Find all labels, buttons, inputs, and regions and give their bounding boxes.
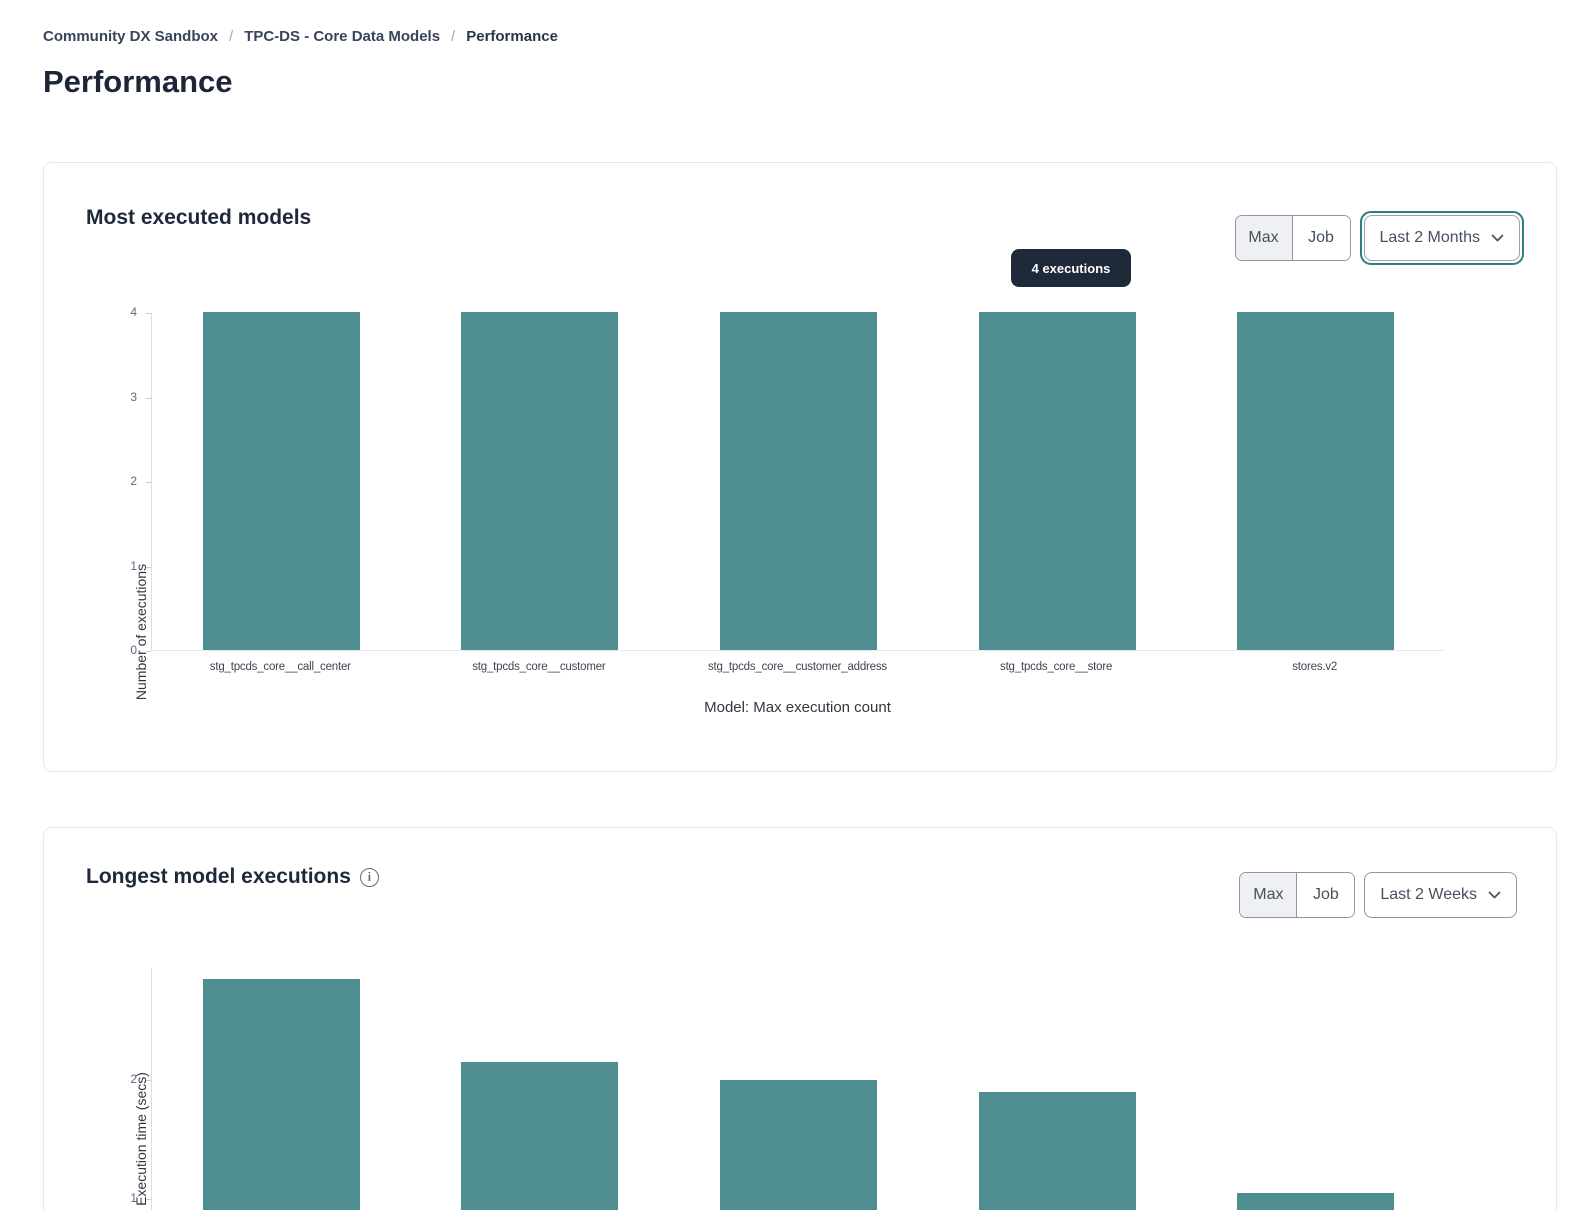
x-axis-category-labels: stg_tpcds_core__call_center stg_tpcds_cor… [151, 661, 1444, 681]
longest-model-executions-card: Longest model executions i Max Job Last … [43, 827, 1557, 1210]
job-toggle-button[interactable]: Job [1297, 873, 1355, 917]
chart-controls: Max Job Last 2 Weeks [1239, 872, 1517, 918]
y-tick-mark [146, 313, 151, 314]
timeframe-dropdown[interactable]: Last 2 Months [1363, 215, 1520, 261]
y-axis-ticks: 0 1 2 3 4 [106, 305, 151, 657]
bar-stg_tpcds_core__call_center[interactable] [202, 312, 360, 650]
card-title-most-executed-models: Most executed models [86, 206, 311, 230]
y-tick-mark [146, 482, 151, 483]
bar-item-5[interactable] [1237, 1193, 1395, 1210]
max-toggle-button[interactable]: Max [1235, 216, 1293, 260]
x-category-label: stores.v2 [1292, 661, 1338, 673]
job-toggle-button[interactable]: Job [1292, 216, 1350, 260]
chart-tooltip: 4 executions [1011, 249, 1131, 287]
y-tick-label-4: 4 [130, 305, 137, 319]
bar-chart-plot [151, 968, 1444, 1210]
chart-controls: Max Job Last 2 Months [1234, 211, 1524, 265]
bar-stg_tpcds_core__store[interactable] [978, 312, 1136, 650]
x-category-label: stg_tpcds_core__customer_address [707, 661, 887, 673]
aggregation-toggle: Max Job [1234, 215, 1351, 261]
timeframe-dropdown-label: Last 2 Months [1379, 229, 1481, 246]
timeframe-dropdown-focus-ring: Last 2 Months [1359, 211, 1524, 265]
timeframe-dropdown[interactable]: Last 2 Weeks [1364, 872, 1517, 918]
y-tick-label-2: 2 [130, 474, 137, 488]
bar-stg_tpcds_core__customer_address[interactable] [720, 312, 877, 650]
y-tick-mark [146, 397, 151, 399]
y-tick-label-2: 2 [130, 1072, 137, 1086]
card-title-text: Longest model executions [86, 865, 351, 888]
breadcrumb: Community DX Sandbox / TPC-DS - Core Data … [43, 28, 558, 45]
chevron-down-icon [1488, 891, 1501, 900]
y-tick-mark [146, 1199, 151, 1200]
bar-stg_tpcds_core__customer[interactable] [461, 312, 619, 650]
aggregation-toggle: Max Job [1239, 872, 1356, 918]
chevron-down-icon [1491, 234, 1504, 243]
most-executed-models-card: Most executed models Max Job Last 2 Mont… [43, 162, 1557, 772]
y-tick-mark [146, 1080, 151, 1081]
bar-item-4[interactable] [978, 1091, 1136, 1210]
y-tick-mark [146, 566, 151, 568]
y-tick-label-0: 0 [130, 643, 137, 657]
card-title-text: Most executed models [86, 206, 312, 229]
bar-chart-plot [151, 312, 1444, 651]
max-toggle-button[interactable]: Max [1240, 873, 1298, 917]
x-axis-title: Model: Max execution count [704, 699, 891, 716]
breadcrumb-item-1[interactable]: Community DX Sandbox [43, 28, 219, 45]
y-tick-label-1: 1 [130, 1191, 137, 1205]
y-tick-label-3: 3 [130, 389, 137, 404]
info-icon[interactable]: i [359, 867, 379, 887]
x-category-label: stg_tpcds_core__customer [472, 661, 606, 673]
x-category-label: stg_tpcds_core__store [1000, 661, 1113, 673]
y-tick-mark [146, 651, 151, 652]
x-category-label: stg_tpcds_core__call_center [209, 661, 351, 673]
bar-item-2[interactable] [461, 1062, 619, 1210]
timeframe-dropdown-label: Last 2 Weeks [1380, 886, 1477, 903]
page-title: Performance [43, 64, 233, 99]
breadcrumb-separator: / [451, 28, 456, 45]
breadcrumb-item-2[interactable]: TPC-DS - Core Data Models [244, 28, 441, 45]
y-tick-label-1: 1 [130, 558, 137, 573]
breadcrumb-item-3: Performance [466, 28, 558, 45]
bar-stores.v2[interactable] [1237, 312, 1395, 650]
bar-item-1[interactable] [202, 978, 360, 1210]
bar-item-3[interactable] [720, 1080, 877, 1210]
card-title-longest-model-executions: Longest model executions i [86, 865, 379, 889]
breadcrumb-separator: / [229, 28, 234, 45]
